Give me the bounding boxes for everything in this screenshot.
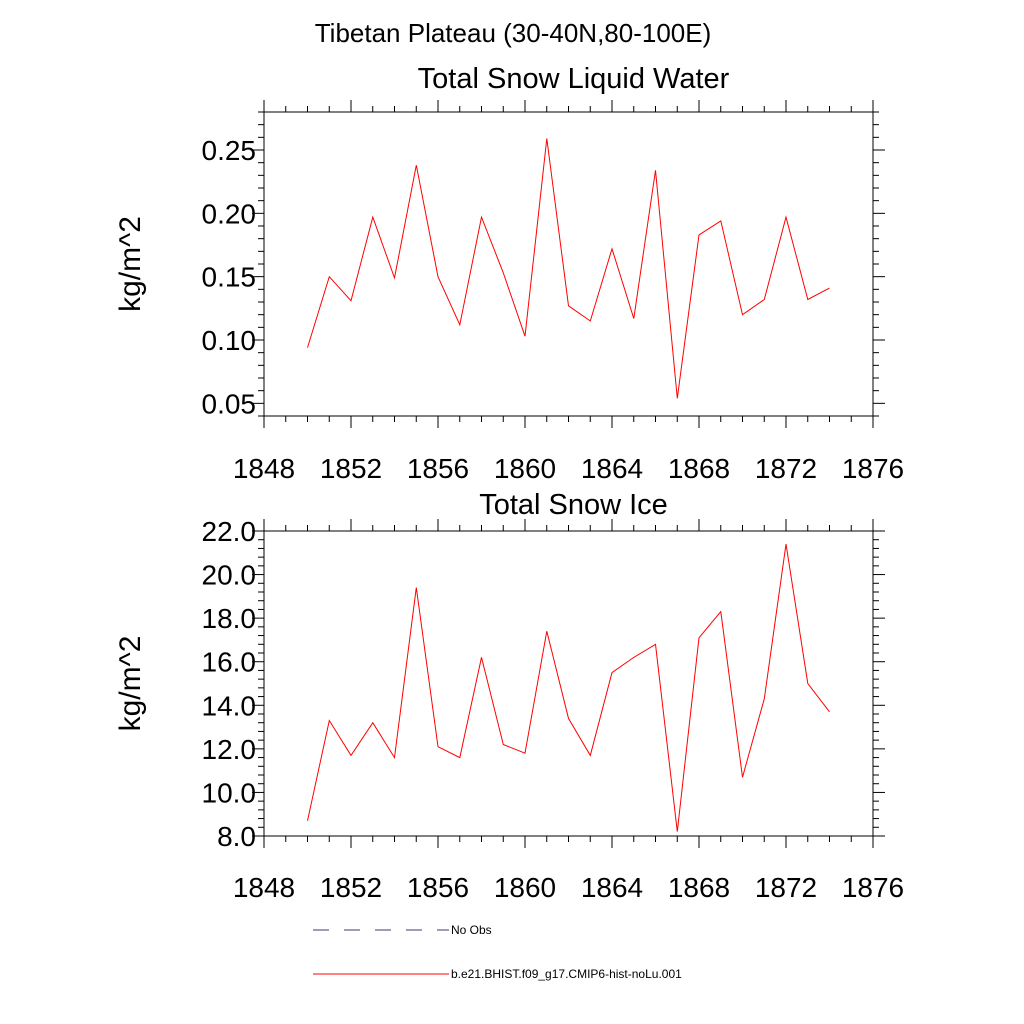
data-point [393, 276, 396, 279]
chart-panels: Total Snow Liquid Water kg/m^2 1848 1852 185… [114, 63, 904, 903]
legend-label: b.e21.BHIST.f09_g17.CMIP6-hist-noLu.001 [451, 967, 682, 981]
data-point [763, 697, 766, 700]
data-point [371, 721, 374, 724]
x-tick-label: 1860 [494, 453, 556, 484]
y-tick-label: 14.0 [202, 690, 257, 721]
x-tick-label: 1848 [233, 453, 295, 484]
data-point [567, 304, 570, 307]
data-point [589, 754, 592, 757]
y-tick-label: 10.0 [202, 777, 257, 808]
y-tick-label: 20.0 [202, 560, 257, 591]
data-point [676, 397, 679, 400]
data-point [328, 275, 331, 278]
y-tick-label: 0.25 [202, 135, 257, 166]
data-point [611, 671, 614, 674]
data-point [785, 543, 788, 546]
data-point [350, 299, 353, 302]
data-point [437, 275, 440, 278]
data-point [741, 776, 744, 779]
y-tick-label: 18.0 [202, 603, 257, 634]
figure-suptitle: Tibetan Plateau (30-40N,80-100E) [315, 18, 712, 48]
data-point [545, 137, 548, 140]
x-tick-label: 1876 [842, 453, 904, 484]
y-tick-label: 0.20 [202, 198, 257, 229]
data-point [719, 219, 722, 222]
x-tick-label: 1860 [494, 872, 556, 903]
data-point [698, 636, 701, 639]
data-point [632, 656, 635, 659]
data-point [415, 586, 418, 589]
x-tick-label: 1868 [668, 453, 730, 484]
data-point [502, 271, 505, 274]
data-point [632, 317, 635, 320]
panel-1: Total Snow Liquid Water kg/m^2 1848 1852 185… [114, 63, 904, 484]
data-point [524, 752, 527, 755]
data-point [480, 216, 483, 219]
x-tick-label: 1852 [320, 872, 382, 903]
series-line [307, 138, 830, 399]
y-tick-label: 12.0 [202, 734, 257, 765]
data-point [589, 320, 592, 323]
x-tick-label: 1868 [668, 872, 730, 903]
y-tick-label: 22.0 [202, 516, 257, 547]
x-tick-label: 1872 [755, 872, 817, 903]
x-tick-label: 1872 [755, 453, 817, 484]
data-point [698, 233, 701, 236]
data-point [567, 717, 570, 720]
data-point [719, 610, 722, 613]
y-axis-label: kg/m^2 [114, 216, 147, 312]
legend: No Obs b.e21.BHIST.f09_g17.CMIP6-hist-noL… [313, 923, 682, 981]
data-point [328, 719, 331, 722]
data-point [654, 643, 657, 646]
y-axis-label: kg/m^2 [114, 636, 147, 732]
data-point [676, 830, 679, 833]
data-point [437, 745, 440, 748]
data-point [806, 682, 809, 685]
series-line [307, 544, 830, 832]
data-point [480, 656, 483, 659]
data-point [785, 216, 788, 219]
data-point [654, 169, 657, 172]
data-point [828, 710, 831, 713]
panel-title: Total Snow Liquid Water [418, 63, 730, 95]
y-tick-label: 8.0 [217, 821, 256, 852]
y-tick-label: 16.0 [202, 647, 257, 678]
panel-title: Total Snow Ice [479, 489, 668, 521]
data-point [371, 216, 374, 219]
y-tick-label: 0.15 [202, 262, 257, 293]
legend-label: No Obs [451, 923, 492, 937]
data-point [524, 335, 527, 338]
data-point [350, 754, 353, 757]
x-tick-label: 1856 [407, 872, 469, 903]
x-tick-label: 1864 [581, 872, 643, 903]
data-point [502, 743, 505, 746]
x-tick-label: 1848 [233, 872, 295, 903]
data-point [611, 247, 614, 250]
data-point [741, 313, 744, 316]
data-point [763, 298, 766, 301]
plot-frame [263, 111, 874, 417]
data-point [806, 298, 809, 301]
y-tick-label: 0.05 [202, 388, 257, 419]
data-point [415, 164, 418, 167]
x-tick-label: 1864 [581, 453, 643, 484]
x-tick-label: 1852 [320, 453, 382, 484]
data-point [393, 756, 396, 759]
data-point [458, 756, 461, 759]
data-point [306, 819, 309, 822]
y-tick-label: 0.10 [202, 325, 257, 356]
data-point [306, 346, 309, 349]
panel-2: Total Snow Ice kg/m^2 1848 1852 1856 1860 1864… [114, 489, 904, 903]
x-tick-label: 1876 [842, 872, 904, 903]
data-point [545, 630, 548, 633]
data-point [458, 323, 461, 326]
x-tick-label: 1856 [407, 453, 469, 484]
data-point [828, 287, 831, 290]
